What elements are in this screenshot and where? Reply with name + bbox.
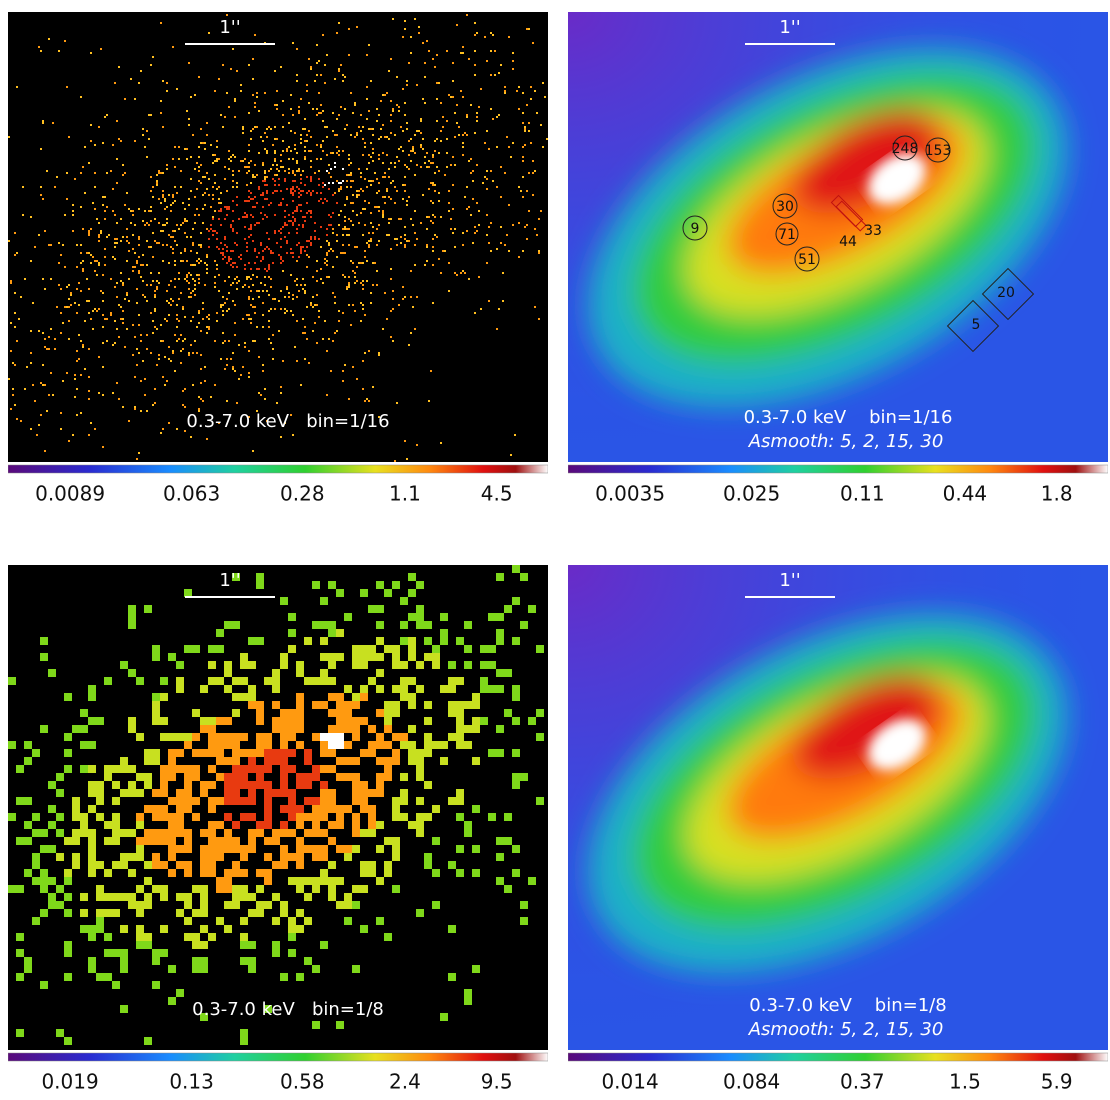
colorbar-tick-label: 0.0089 [35, 482, 105, 506]
colorbar-tick-label: 0.37 [840, 1070, 885, 1094]
energy-caption: 0.3-7.0 keV bin=1/8 [749, 995, 946, 1016]
region-label: 153 [925, 143, 952, 159]
colorbar [568, 1052, 1108, 1062]
smoothing-caption: Asmooth: 5, 2, 15, 30 [748, 1019, 944, 1040]
colorbar-frame [8, 462, 548, 465]
scale-bar-label: 1'' [779, 17, 800, 38]
colorbar-tick-label: 9.5 [481, 1070, 513, 1094]
scale-bar-label: 1'' [219, 570, 240, 591]
colorbar [8, 1052, 548, 1062]
photon-pixels [208, 176, 338, 272]
smoothing-caption: Asmooth: 5, 2, 15, 30 [748, 431, 944, 452]
image-background [8, 12, 548, 462]
panel: 1'' 0.3-7.0 keV bin=1/16 Asmooth: 5, 2, 15… [568, 12, 1108, 506]
colorbar-tick-label: 0.11 [840, 482, 885, 506]
photon-pixels [320, 733, 344, 749]
region-box [946, 299, 1000, 353]
photon-pixels [136, 693, 408, 893]
region-label: 30 [776, 199, 794, 215]
region-label: 5 [972, 317, 981, 333]
energy-caption: 0.3-7.0 keV bin=1/16 [186, 411, 389, 432]
panel: 1'' 0.3-7.0 keV bin=1/16 0.0089 0.063 0.28 1.… [8, 12, 548, 506]
figure: (() => { const data = JSON.parse(documen… [8, 12, 1108, 1094]
colorbar-tick-label: 0.44 [943, 482, 988, 506]
region-circle [772, 193, 798, 219]
colorbar-tick-label: 1.5 [949, 1070, 981, 1094]
colorbar-tick-label: 0.13 [169, 1070, 214, 1094]
region-circle [892, 135, 918, 161]
region-circle [775, 222, 799, 246]
region-label: 33 [864, 223, 882, 239]
region-label: 9 [691, 221, 700, 237]
colorbar-tick-label: 0.28 [280, 482, 325, 506]
photon-pixels [10, 14, 542, 462]
colorbar [568, 464, 1108, 474]
region-circle [794, 246, 820, 272]
emission-core [793, 675, 940, 779]
colorbar-tick-label: 0.019 [41, 1070, 98, 1094]
colorbar-tick-label: 0.58 [280, 1070, 325, 1094]
photon-pixels [56, 629, 480, 949]
photon-pixels [324, 162, 344, 186]
panel: 1'' 0.3-7.0 keV bin=1/8 Asmooth: 5, 2, 15,… [568, 565, 1108, 1094]
region-label: 71 [778, 227, 796, 243]
colorbar-tick-label: 0.0035 [595, 482, 665, 506]
colorbar-tick-label: 5.9 [1041, 1070, 1073, 1094]
energy-caption: 0.3-7.0 keV bin=1/8 [192, 999, 384, 1020]
region-circle [682, 215, 708, 241]
image-background [8, 565, 548, 1050]
region-label: 51 [798, 252, 816, 268]
colorbar-tick-label: 1.8 [1041, 482, 1073, 506]
colorbar-tick-label: 2.4 [389, 1070, 421, 1094]
photon-pixels [8, 565, 544, 1045]
region-label: 248 [892, 141, 919, 157]
region-label: 20 [997, 285, 1015, 301]
emission-peak [867, 153, 927, 205]
region-label: 44 [839, 234, 857, 250]
colorbar-tick-label: 0.014 [601, 1070, 658, 1094]
photon-pixels [224, 749, 328, 829]
colorbar-tick-label: 1.1 [389, 482, 421, 506]
colorbar-frame [8, 1050, 548, 1053]
region-circle [925, 137, 951, 163]
photon-pixels [8, 18, 548, 460]
colorbar-frame [568, 462, 1108, 465]
emission-peak [867, 718, 927, 771]
panel: 1'' 0.3-7.0 keV bin=1/8 0.019 0.13 0.58 2.4 9.… [8, 565, 548, 1094]
colorbar-tick-label: 0.025 [723, 482, 780, 506]
energy-caption: 0.3-7.0 keV bin=1/16 [744, 407, 953, 428]
colorbar-tick-label: 0.084 [723, 1070, 780, 1094]
region-box [835, 200, 867, 232]
scale-bar-label: 1'' [779, 570, 800, 591]
colorbar [8, 464, 548, 474]
colorbar-tick-label: 4.5 [481, 482, 513, 506]
colorbar-tick-label: 0.063 [163, 482, 220, 506]
region-box [981, 267, 1035, 321]
colorbar-frame [568, 1050, 1108, 1053]
scale-bar-label: 1'' [219, 17, 240, 38]
